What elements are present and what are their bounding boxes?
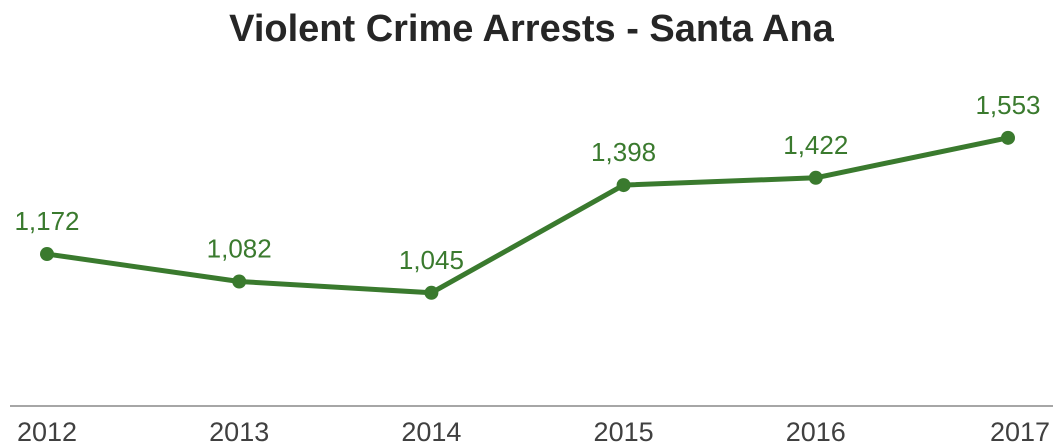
data-point-2016 [808, 170, 823, 185]
data-point-2013 [232, 274, 247, 289]
x-tick-label-2017: 2017 [990, 417, 1050, 444]
chart-title: Violent Crime Arrests - Santa Ana [229, 8, 834, 50]
data-point-2017 [1001, 130, 1015, 145]
data-label-2013: 1,082 [207, 233, 272, 263]
data-point-2014 [424, 285, 439, 300]
x-tick-label-2014: 2014 [401, 417, 461, 444]
data-points [40, 130, 1015, 300]
data-point-2012 [40, 247, 54, 262]
data-label-2016: 1,422 [783, 130, 848, 160]
x-tick-labels: 2012 2013 2014 2015 2016 2017 [17, 417, 1050, 444]
data-labels: 1,172 1,082 1,045 1,398 1,422 1,553 [14, 90, 1040, 275]
data-label-2015: 1,398 [591, 137, 656, 167]
x-tick-label-2012: 2012 [17, 417, 77, 444]
data-label-2017: 1,553 [975, 90, 1040, 120]
series-line [46, 135, 1009, 296]
data-label-2014: 1,045 [399, 245, 464, 275]
x-tick-label-2016: 2016 [786, 417, 846, 444]
data-point-2015 [616, 178, 631, 193]
x-tick-label-2013: 2013 [209, 417, 269, 444]
data-label-2012: 1,172 [14, 206, 79, 236]
x-tick-label-2015: 2015 [594, 417, 654, 444]
